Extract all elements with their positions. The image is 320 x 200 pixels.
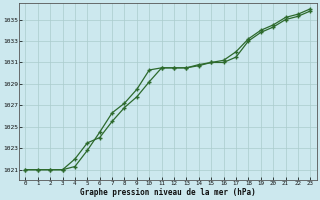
X-axis label: Graphe pression niveau de la mer (hPa): Graphe pression niveau de la mer (hPa) xyxy=(80,188,256,197)
